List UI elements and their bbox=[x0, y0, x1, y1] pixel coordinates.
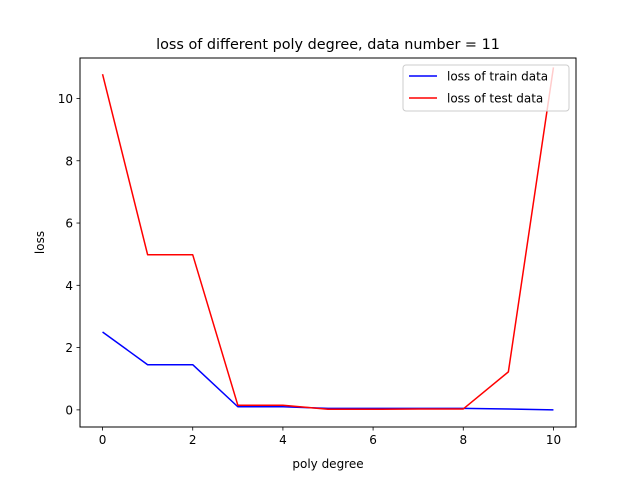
y-axis-ticks: 0 2 4 6 8 10 bbox=[58, 92, 80, 417]
y-tick-label: 4 bbox=[65, 279, 73, 293]
x-tick-label: 2 bbox=[189, 433, 197, 447]
y-tick-label: 10 bbox=[58, 92, 73, 106]
y-tick-label: 2 bbox=[65, 341, 73, 355]
x-tick-label: 4 bbox=[279, 433, 287, 447]
x-axis-ticks: 0 2 4 6 8 10 bbox=[99, 427, 561, 447]
series-line-1 bbox=[102, 331, 554, 411]
legend-label: loss of test data bbox=[447, 92, 543, 106]
series-line-2 bbox=[101, 67, 555, 410]
y-tick-label: 0 bbox=[65, 403, 73, 417]
legend: loss of train data loss of test data bbox=[402, 64, 570, 112]
y-tick-label: 6 bbox=[65, 217, 73, 231]
x-tick-label: 8 bbox=[459, 433, 467, 447]
x-tick-label: 10 bbox=[546, 433, 561, 447]
axes-frame bbox=[79, 57, 577, 428]
y-axis-label: loss bbox=[33, 231, 47, 254]
series-lines bbox=[101, 67, 555, 411]
x-axis-label: poly degree bbox=[292, 457, 363, 471]
y-tick-label: 8 bbox=[65, 154, 73, 168]
legend-label: loss of train data bbox=[447, 70, 548, 84]
chart-title: loss of different poly degree, data numb… bbox=[156, 37, 500, 53]
x-tick-label: 6 bbox=[369, 433, 377, 447]
legend-box bbox=[402, 64, 570, 112]
x-tick-label: 0 bbox=[99, 433, 107, 447]
